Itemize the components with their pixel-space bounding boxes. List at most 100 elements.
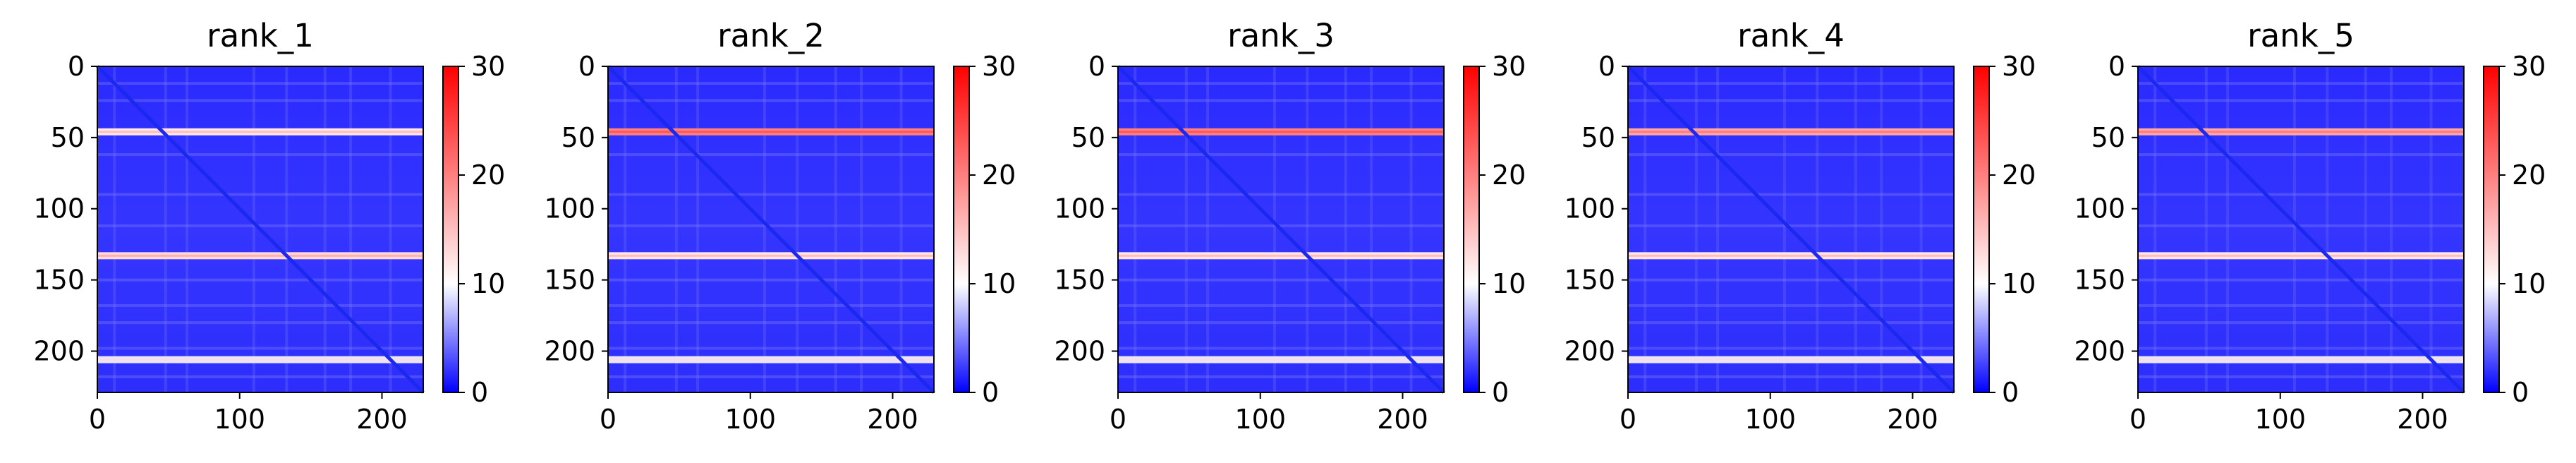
x-tick-label: 0 [2130,404,2146,435]
heatmap-row-stripe [97,303,423,307]
heatmap-row-stripe [2138,303,2464,307]
heatmap-column-stripe [899,66,903,392]
panel-title: rank_2 [717,17,825,54]
heatmap-row-stripe [97,82,423,85]
plot-frame [1117,66,1445,393]
y-tick-label: 200 [2074,335,2125,366]
colorbar-tick-label: 20 [1492,160,1526,191]
heatmap-bright-row-core [2138,131,2464,133]
x-tick-label: 0 [1620,404,1636,435]
heatmap-row-stripe [97,278,423,282]
heatmap-row-stripe [1118,153,1444,157]
panel-title: rank_1 [207,17,314,54]
heatmap-row-stripe [2138,375,2464,378]
x-tick-label: 200 [2397,404,2448,435]
heatmap-column-stripe [624,66,627,392]
heatmap-row-stripe [1628,153,1954,157]
heatmap-column-stripe [252,66,255,392]
colorbar-tick-label: 30 [982,51,1016,82]
colorbar-tick-label: 10 [1492,268,1526,299]
heatmap-bright-row-core [1628,254,1954,257]
heatmap-row-stripe [2138,193,2464,196]
x-tick-label: 200 [867,404,918,435]
colorbar-tick-label: 20 [982,160,1016,191]
heatmap-row-stripe [97,347,423,350]
heatmap-row-stripe [2138,347,2464,350]
colorbar-tick-label: 10 [982,268,1016,299]
heatmap-row-stripe [608,224,934,227]
heatmap-row-stripe [608,82,934,85]
heatmap-row-stripe [608,303,934,307]
x-tick-label: 0 [1110,404,1126,435]
heatmap-bright-row-core [1628,359,1954,361]
heatmap-column-stripe [1919,66,1923,392]
heatmap-row-stripe [1628,193,1954,196]
colorbar-tick-label: 0 [1492,377,1509,408]
heatmap-column-stripe [2364,66,2367,392]
heatmap-row-stripe [1118,321,1444,325]
y-tick-label: 50 [51,122,85,153]
heatmap-row-stripe [97,193,423,196]
heatmap-column-stripe [834,66,837,392]
heatmap-bright-row-core [1628,131,1954,133]
heatmap-column-stripe [1184,66,1188,392]
colorbar-tick-label: 30 [471,51,505,82]
heatmap-bright-row-core [97,359,423,361]
heatmap-column-stripe [186,66,189,392]
y-tick-label: 0 [2108,51,2125,82]
colorbar-tick-label: 20 [2512,160,2546,191]
heatmap-column-stripe [1716,66,1720,392]
heatmap-row-stripe [1628,375,1954,378]
y-tick-label: 150 [544,265,595,296]
heatmap-row-stripe [1118,347,1444,350]
heatmap-column-stripe [1644,66,1647,392]
x-tick-label: 200 [356,404,408,435]
colorbar-tick-label: 20 [2002,160,2036,191]
y-tick-label: 150 [1054,265,1105,296]
heatmap-diagonal [2137,65,2465,394]
heatmap-row-stripe [1628,303,1954,307]
heatmap-panel-1: rank_1 0 50 100 150 200 0 100 200 0 10 20 30 [33,17,505,435]
heatmap-row-stripe [1118,278,1444,282]
panel-title: rank_4 [1737,17,1845,54]
y-tick-label: 200 [544,335,595,366]
heatmap-bright-row-core [2138,359,2464,361]
heatmap-row-stripe [97,153,423,157]
heatmap-bright-row-core [2138,254,2464,257]
x-tick-label: 200 [1377,404,1428,435]
colorbar-tick-label: 30 [2512,51,2546,82]
heatmap-row-stripe [97,375,423,378]
panel-title: rank_3 [1227,17,1335,54]
colorbar [442,66,459,393]
y-tick-label: 100 [1054,193,1105,224]
heatmap-column-stripe [1206,66,1210,392]
heatmap-column-stripe [285,66,288,392]
heatmap-row-stripe [1118,303,1444,307]
heatmap-row-stripe [1118,224,1444,227]
heatmap-bright-row-core [608,359,934,361]
heatmap-column-stripe [1409,66,1413,392]
heatmap-column-stripe [1134,66,1137,392]
heatmap-column-stripe [796,66,799,392]
heatmap-bright-row-core [608,131,934,133]
heatmap-bright-row-core [97,254,423,257]
heatmap-row-stripe [97,321,423,325]
y-tick-label: 100 [1564,193,1615,224]
heatmap-panel-5: rank_5 0 50 100 150 200 0 100 200 0 10 20 30 [2074,17,2546,435]
plot-frame [1627,66,1955,393]
colorbar-tick-label: 0 [2002,377,2019,408]
heatmap-row-stripe [1118,193,1444,196]
heatmap-column-stripe [1782,66,1786,392]
colorbar [1973,66,1990,393]
heatmap-column-stripe [2429,66,2433,392]
heatmap-row-stripe [608,278,934,282]
colorbar-tick-label: 30 [1492,51,1526,82]
heatmap-diagonal [1117,65,1445,394]
heatmap-column-stripe [1272,66,1276,392]
heatmap-panel-4: rank_4 0 50 100 150 200 0 100 200 0 10 20 30 [1564,17,2036,435]
colorbar-tick-label: 30 [2002,51,2036,82]
colorbar [2483,66,2500,393]
x-tick-label: 100 [724,404,776,435]
heatmap-panel-3: rank_3 0 50 100 150 200 0 100 200 0 10 20 30 [1054,17,1526,435]
